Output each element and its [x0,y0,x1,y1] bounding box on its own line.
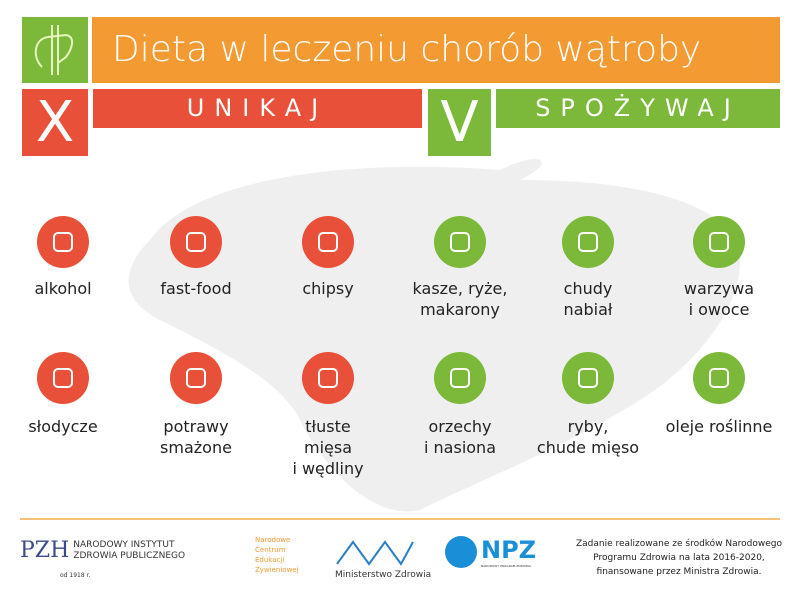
eat-item-label: orzechy i nasiona [424,417,496,457]
avoid-item-label: alkohol [34,279,92,298]
nuts-icon [434,352,486,404]
grain-pack-icon [434,216,486,268]
pzh-line2: ZDROWIA PUBLICZNEGO [73,550,186,561]
chips-bag-icon [302,216,354,268]
avoid-item-label: fast-food [160,279,232,298]
eat-item-label: ryby, chude mięso [536,417,640,457]
footer-divider [20,518,780,520]
fruit-vegetable-icon [693,216,745,268]
avoid-item-label: słodycze [28,417,98,436]
mz-name: Ministerstwo Zdrowia [335,570,432,580]
burger-icon [170,216,222,268]
eat-item-label: warzywa i owoce [683,279,755,319]
fish-icon [562,352,614,404]
npz-logo: NPZ NARODOWY PROGRAM ZDROWIA [445,536,536,568]
eat-item-label: oleje roślinne [665,417,773,436]
cheese-container-icon [562,216,614,268]
avoid-x-icon: X [22,89,88,156]
eat-heading: SPOŻYWAJ [496,89,780,128]
pzh-since: od 1918 r. [60,572,91,579]
wine-bottle-icon [37,216,89,268]
oil-bottle-icon [693,352,745,404]
pzh-abbr: PZH [20,538,70,563]
eat-item-label: kasze, ryże, makarony [412,279,508,319]
waffle-icon [37,352,89,404]
pzh-line1: NARODOWY INSTYTUT [73,539,175,550]
page-title: Dieta w leczeniu chorób wątroby [92,17,780,83]
pzh-logo: PZH NARODOWY INSTYTUT ZDROWIA PUBLICZNEG… [20,538,185,563]
eat-check-icon: V [428,89,491,156]
npz-sub: NARODOWY PROGRAM ZDROWIA [481,564,532,568]
avoid-heading: UNIKAJ [93,89,422,128]
avoid-item-label: potrawy smażone [160,417,232,457]
eat-item-label: chudy nabiał [563,279,613,319]
funding-note: Zadanie realizowane ze środków Narodoweg… [575,539,783,577]
ncez-logo: Narodowe Centrum Edukacji Żywieniowej [255,536,299,574]
avoid-item-label: chipsy [302,279,354,298]
liver-silhouette [128,159,740,512]
npz-abbr: NPZ [481,536,537,564]
liver-icon [34,25,73,75]
npz-emblem-icon [445,536,477,568]
avoid-item-label: tłuste mięsa i wędliny [292,417,364,478]
liver-icon-box [22,17,88,83]
frying-pan-icon [170,352,222,404]
steak-icon [302,352,354,404]
mz-logo [336,540,414,566]
